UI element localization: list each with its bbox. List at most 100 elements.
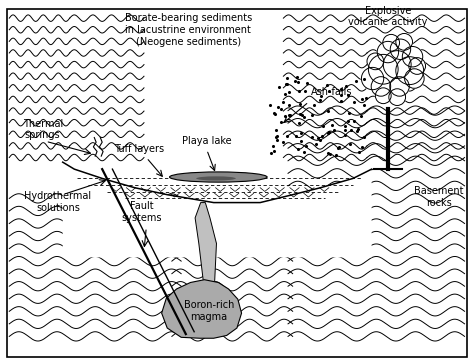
Point — [312, 142, 319, 147]
Point — [330, 127, 338, 132]
Point — [356, 149, 363, 155]
Point — [353, 129, 361, 134]
Point — [283, 132, 291, 138]
Point — [277, 106, 284, 112]
Point — [295, 120, 303, 126]
Point — [345, 118, 352, 124]
Point — [345, 110, 353, 116]
Point — [298, 112, 306, 118]
Point — [308, 134, 315, 140]
Text: Playa lake: Playa lake — [182, 136, 231, 146]
Point — [324, 108, 332, 114]
Point — [360, 102, 368, 108]
Circle shape — [396, 34, 412, 50]
Point — [328, 122, 336, 127]
Circle shape — [396, 57, 424, 84]
Point — [309, 112, 316, 118]
Circle shape — [361, 68, 384, 90]
Point — [270, 110, 278, 116]
Circle shape — [390, 77, 409, 96]
Point — [286, 112, 294, 118]
Point — [350, 118, 358, 124]
Point — [337, 86, 344, 92]
Point — [316, 138, 323, 143]
Text: Tuff layers: Tuff layers — [114, 144, 164, 154]
FancyBboxPatch shape — [7, 9, 467, 357]
Text: Thermal
springs: Thermal springs — [23, 119, 63, 140]
Point — [360, 134, 367, 140]
Point — [271, 111, 279, 117]
Polygon shape — [162, 280, 242, 338]
Point — [350, 99, 357, 105]
Circle shape — [409, 58, 426, 74]
Point — [297, 139, 305, 144]
Point — [342, 83, 350, 89]
Point — [294, 79, 302, 85]
Point — [285, 89, 293, 95]
Text: Ash-falls: Ash-falls — [311, 87, 353, 97]
Point — [327, 151, 334, 157]
Point — [341, 123, 348, 129]
Point — [324, 150, 332, 156]
Point — [314, 135, 321, 140]
Text: Explosive
volcanic activity: Explosive volcanic activity — [348, 6, 428, 27]
Point — [285, 103, 292, 108]
Point — [279, 140, 287, 145]
Point — [278, 119, 285, 125]
Point — [285, 113, 292, 118]
Circle shape — [405, 69, 424, 88]
Point — [275, 84, 283, 90]
Ellipse shape — [196, 176, 236, 180]
Text: Boron-rich
magma: Boron-rich magma — [184, 300, 234, 322]
Point — [294, 146, 301, 152]
Point — [281, 113, 289, 119]
Point — [291, 78, 299, 84]
Point — [274, 104, 282, 110]
Point — [357, 113, 365, 119]
Point — [355, 126, 362, 131]
Point — [325, 130, 333, 135]
Circle shape — [375, 88, 391, 104]
Point — [272, 134, 280, 140]
Point — [281, 91, 289, 97]
Point — [341, 127, 348, 133]
Text: Basement
rocks: Basement rocks — [414, 186, 464, 208]
Point — [296, 111, 304, 117]
Point — [279, 99, 287, 105]
Point — [296, 101, 303, 107]
Point — [295, 88, 303, 93]
Point — [335, 145, 342, 151]
Ellipse shape — [170, 172, 267, 182]
Point — [273, 134, 281, 139]
Point — [319, 133, 326, 139]
Circle shape — [390, 39, 410, 60]
Point — [292, 133, 300, 139]
Point — [316, 97, 324, 103]
Point — [358, 144, 366, 149]
Polygon shape — [195, 203, 217, 283]
Point — [269, 143, 277, 149]
Point — [310, 102, 318, 108]
Point — [317, 93, 324, 99]
Point — [273, 138, 281, 143]
Point — [270, 148, 278, 154]
Point — [301, 114, 308, 119]
Point — [325, 88, 332, 94]
Circle shape — [383, 51, 411, 79]
Circle shape — [377, 42, 399, 63]
Point — [341, 132, 349, 138]
Point — [332, 152, 340, 157]
Point — [347, 127, 355, 133]
Text: Hydrothermal
solutions: Hydrothermal solutions — [25, 191, 91, 213]
Circle shape — [389, 89, 406, 105]
Point — [358, 96, 366, 102]
Point — [335, 144, 342, 149]
Polygon shape — [63, 162, 372, 257]
Point — [283, 81, 291, 86]
Point — [319, 123, 327, 129]
Point — [346, 141, 354, 147]
Point — [323, 82, 331, 88]
Point — [352, 78, 360, 84]
Point — [268, 150, 275, 156]
Point — [283, 82, 290, 87]
